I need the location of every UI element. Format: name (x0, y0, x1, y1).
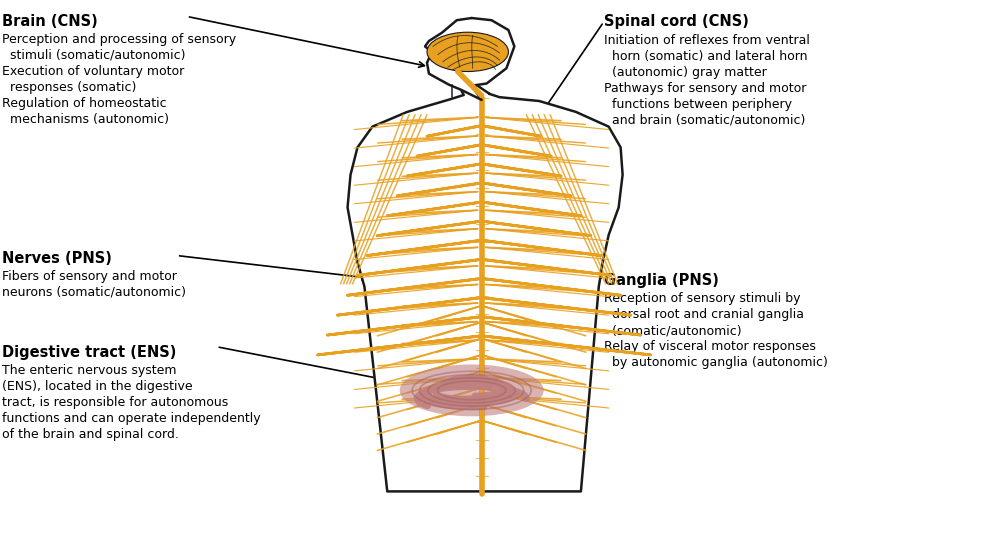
Text: Initiation of reflexes from ventral
  horn (somatic) and lateral horn
  (autonom: Initiation of reflexes from ventral horn… (604, 34, 809, 127)
Text: Digestive tract (ENS): Digestive tract (ENS) (2, 345, 177, 360)
Text: Brain (CNS): Brain (CNS) (2, 14, 97, 28)
Polygon shape (425, 18, 514, 100)
Ellipse shape (399, 365, 544, 417)
Text: Reception of sensory stimuli by
  dorsal root and cranial ganglia
  (somatic/aut: Reception of sensory stimuli by dorsal r… (604, 292, 827, 369)
Polygon shape (348, 86, 623, 491)
Text: Nerves (PNS): Nerves (PNS) (2, 251, 112, 266)
Text: Fibers of sensory and motor
neurons (somatic/autonomic): Fibers of sensory and motor neurons (som… (2, 270, 186, 299)
Text: Perception and processing of sensory
  stimuli (somatic/autonomic)
Execution of : Perception and processing of sensory sti… (2, 33, 236, 126)
Text: Spinal cord (CNS): Spinal cord (CNS) (604, 14, 749, 28)
Ellipse shape (427, 32, 508, 72)
Text: The enteric nervous system
(ENS), located in the digestive
tract, is responsible: The enteric nervous system (ENS), locate… (2, 364, 260, 441)
Text: Ganglia (PNS): Ganglia (PNS) (604, 273, 719, 288)
